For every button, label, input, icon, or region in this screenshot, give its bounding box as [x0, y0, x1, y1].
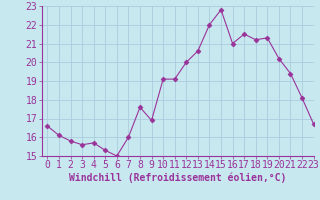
- X-axis label: Windchill (Refroidissement éolien,°C): Windchill (Refroidissement éolien,°C): [69, 173, 286, 183]
